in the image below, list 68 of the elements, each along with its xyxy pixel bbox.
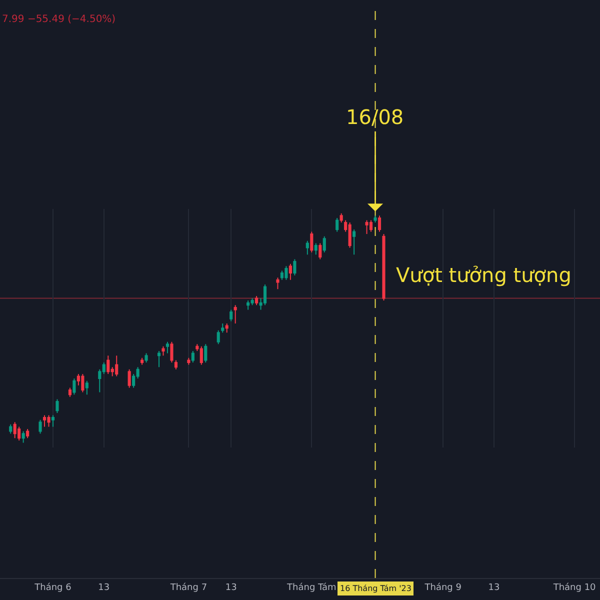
- candlestick: [162, 346, 165, 356]
- candlestick: [314, 242, 318, 256]
- candlestick: [340, 212, 343, 224]
- candlestick: [369, 220, 373, 232]
- candlestick: [336, 217, 339, 232]
- x-tick-label: Tháng 6: [34, 582, 72, 593]
- candlestick: [187, 357, 190, 366]
- candlestick: [216, 330, 220, 345]
- x-tick-label: 13: [98, 582, 110, 593]
- candlestick: [263, 284, 267, 306]
- candlestick: [81, 373, 84, 393]
- candlestick: [288, 263, 292, 280]
- x-tick-label: Tháng 9: [424, 582, 462, 593]
- candlestick: [225, 322, 228, 334]
- candlestick: [378, 215, 382, 232]
- candlestick: [365, 220, 368, 235]
- candlestick: [157, 350, 161, 368]
- x-tick-label: Tháng 7: [169, 582, 208, 593]
- x-tick-label: 13: [488, 582, 500, 593]
- candlestick: [200, 346, 203, 366]
- candlestick: [42, 414, 46, 428]
- candlestick: [374, 215, 377, 224]
- candlestick: [284, 266, 288, 280]
- candlestick: [293, 258, 296, 276]
- candlestick: [191, 350, 194, 363]
- ref-line-label: 16 Tháng Tám '23: [340, 584, 412, 593]
- candlestick: [47, 414, 50, 428]
- x-tick-label: 13: [225, 582, 237, 593]
- candlestick: [234, 304, 237, 324]
- candlestick: [230, 309, 233, 322]
- candlestick: [310, 231, 314, 253]
- candlestick: [280, 270, 284, 280]
- candlestick: [204, 344, 208, 363]
- x-tick-label: Tháng 10: [552, 582, 596, 593]
- candlestick: [51, 414, 55, 428]
- candlestick: [348, 222, 352, 248]
- annotation: Vượt tưởng tượng: [396, 263, 572, 287]
- candlestick: [9, 424, 12, 434]
- candlestick: [22, 430, 25, 444]
- candlestick: [221, 322, 224, 334]
- candlestick: [18, 426, 21, 441]
- candlestick: [115, 355, 118, 377]
- candlestick: [166, 341, 170, 354]
- candlestick: [246, 300, 250, 310]
- candlestick: [170, 341, 174, 363]
- candlestick: [13, 422, 16, 439]
- candlestick: [85, 380, 88, 396]
- candlestick: [306, 240, 309, 256]
- candlestick: [318, 242, 322, 260]
- candlestick: [72, 378, 76, 396]
- candlestick: [106, 355, 110, 374]
- candlestick: [352, 228, 356, 256]
- text: 7.99 −55.49 (−4.50%): [2, 14, 116, 25]
- annotation: 16/08: [346, 105, 404, 129]
- candlestick: [26, 428, 30, 439]
- candlestick: [382, 234, 386, 302]
- candlestick: [250, 298, 254, 306]
- candlestick: [276, 277, 280, 290]
- x-tick-label: Tháng Tám: [286, 582, 336, 593]
- candlestick: [322, 236, 326, 253]
- candlestick: [140, 357, 144, 366]
- candlestick: [174, 360, 178, 370]
- candlestick: [128, 368, 131, 388]
- candlestick: [38, 419, 42, 434]
- candlestick: [68, 387, 72, 398]
- candlestick: [56, 398, 59, 414]
- candlestick: [144, 352, 148, 363]
- candlestick: [255, 295, 258, 306]
